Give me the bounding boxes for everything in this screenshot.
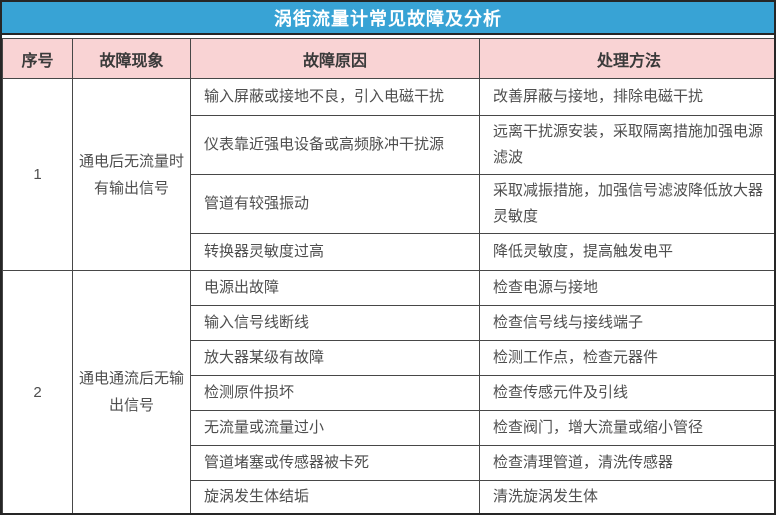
table-row: 旋涡发生体结垢 清洗旋涡发生体 [3, 480, 774, 513]
column-header-cause: 故障原因 [190, 38, 480, 79]
cause-cell: 转换器灵敏度过高 [190, 233, 480, 271]
treatment-cell: 检测工作点，检查元器件 [479, 340, 774, 376]
cause-cell: 电源出故障 [190, 270, 480, 306]
table-row: 1 通电后无流量时有输出信号 输入屏蔽或接地不良，引入电磁干扰 改善屏蔽与接地，… [2, 78, 774, 271]
table-row: 输入信号线断线 检查信号线与接线端子 [3, 305, 774, 341]
table-row: 放大器某级有故障 检测工作点，检查元器件 [3, 340, 774, 376]
column-header-treatment: 处理方法 [479, 38, 774, 79]
phenomenon-cell: 通电通流后无输出信号 [72, 270, 191, 513]
table-row: 管道堵塞或传感器被卡死 检查清理管道，清洗传感器 [3, 445, 774, 481]
fault-table: 序号 故障现象 故障原因 处理方法 1 通电后无流量时有输出信号 输入屏蔽或接地… [2, 38, 774, 513]
table-row: 检测原件损坏 检查传感元件及引线 [3, 375, 774, 411]
cause-cell: 管道有较强振动 [190, 174, 480, 234]
table-row: 仪表靠近强电设备或高频脉冲干扰源 远离干扰源安装，采取隔离措施加强电源滤波 [3, 115, 774, 175]
table-row: 无流量或流量过小 检查阀门，增大流量或缩小管径 [3, 410, 774, 446]
serial-number-cell: 2 [2, 270, 73, 513]
table-row: 2 通电通流后无输出信号 电源出故障 检查电源与接地 [2, 270, 774, 513]
phenomenon-cell: 通电后无流量时有输出信号 [72, 78, 191, 271]
cause-cell: 无流量或流量过小 [190, 410, 480, 446]
treatment-cell: 检查清理管道，清洗传感器 [479, 445, 774, 481]
page-title: 涡街流量计常见故障及分析 [274, 8, 502, 29]
table-row: 管道有较强振动 采取减振措施，加强信号滤波降低放大器灵敏度 [3, 174, 774, 234]
column-header-no: 序号 [2, 38, 73, 79]
cause-cell: 输入屏蔽或接地不良，引入电磁干扰 [190, 78, 480, 116]
treatment-cell: 检查传感元件及引线 [479, 375, 774, 411]
cause-cell: 输入信号线断线 [190, 305, 480, 341]
column-header-phenomenon: 故障现象 [72, 38, 191, 79]
treatment-cell: 检查电源与接地 [479, 270, 774, 306]
cause-cell: 旋涡发生体结垢 [190, 480, 480, 513]
table-title-bar: 涡街流量计常见故障及分析 [2, 2, 774, 35]
title-header-gap [2, 35, 774, 38]
treatment-cell: 降低灵敏度，提高触发电平 [479, 233, 774, 271]
treatment-cell: 采取减振措施，加强信号滤波降低放大器灵敏度 [479, 174, 774, 234]
cause-cell: 检测原件损坏 [190, 375, 480, 411]
table-row: 转换器灵敏度过高 降低灵敏度，提高触发电平 [3, 233, 774, 271]
cause-cell: 管道堵塞或传感器被卡死 [190, 445, 480, 481]
treatment-cell: 检查信号线与接线端子 [479, 305, 774, 341]
header-row: 序号 故障现象 故障原因 处理方法 [2, 38, 774, 79]
treatment-cell: 清洗旋涡发生体 [479, 480, 774, 513]
treatment-cell: 改善屏蔽与接地，排除电磁干扰 [479, 78, 774, 116]
cause-cell: 仪表靠近强电设备或高频脉冲干扰源 [190, 115, 480, 175]
serial-number-cell: 1 [2, 78, 73, 271]
treatment-cell: 检查阀门，增大流量或缩小管径 [479, 410, 774, 446]
treatment-cell: 远离干扰源安装，采取隔离措施加强电源滤波 [479, 115, 774, 175]
cause-cell: 放大器某级有故障 [190, 340, 480, 376]
